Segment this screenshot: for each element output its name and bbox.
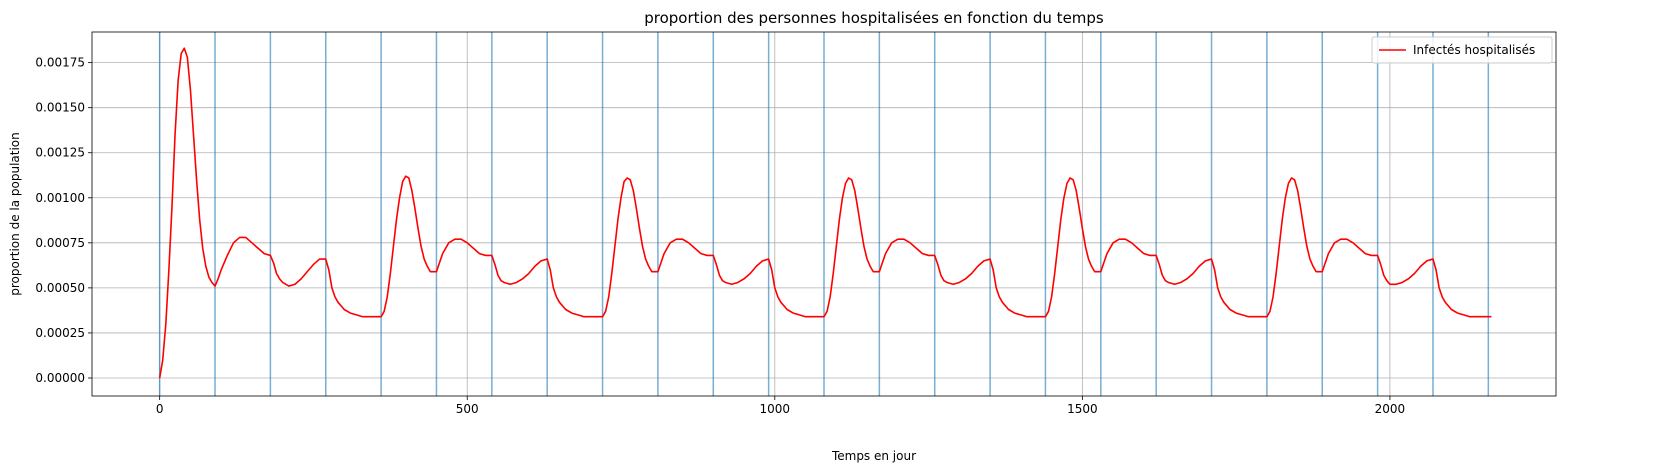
- series-layer: [158, 47, 1492, 379]
- x-axis-ticks: 0 500 1000 1500 2000: [156, 396, 1405, 416]
- legend-box: [1371, 36, 1553, 64]
- y-tick-label: 0.00125: [35, 146, 85, 160]
- y-tick-label: 0.00000: [35, 371, 85, 385]
- y-axis-label: proportion de la population: [8, 132, 22, 296]
- x-axis-label: Temps en jour: [831, 449, 916, 463]
- y-axis-ticks: 0.00000 0.00025 0.00050 0.00075 0.00100 0.001…: [35, 56, 92, 385]
- y-tick-label: 0.00025: [35, 326, 85, 340]
- chart-title: proportion des personnes hospitalisées e…: [644, 9, 1104, 27]
- plot-frame: [91, 31, 1557, 397]
- series-line: [158, 47, 1492, 379]
- plot-border: [91, 31, 1557, 397]
- x-tick-label: 500: [456, 402, 479, 416]
- x-tick-label: 2000: [1375, 402, 1406, 416]
- y-tick-label: 0.00100: [35, 191, 85, 205]
- vertical-markers: [158, 32, 1490, 396]
- y-tick-label: 0.00050: [35, 281, 85, 295]
- y-tick-label: 0.00075: [35, 236, 85, 250]
- y-tick-label: 0.00150: [35, 101, 85, 115]
- x-tick-label: 0: [156, 402, 164, 416]
- x-tick-label: 1000: [760, 402, 791, 416]
- x-tick-label: 1500: [1067, 402, 1098, 416]
- y-tick-label: 0.00175: [35, 56, 85, 70]
- legend-label: Infectés hospitalisés: [1413, 43, 1535, 57]
- legend: Infectés hospitalisés: [1371, 36, 1553, 64]
